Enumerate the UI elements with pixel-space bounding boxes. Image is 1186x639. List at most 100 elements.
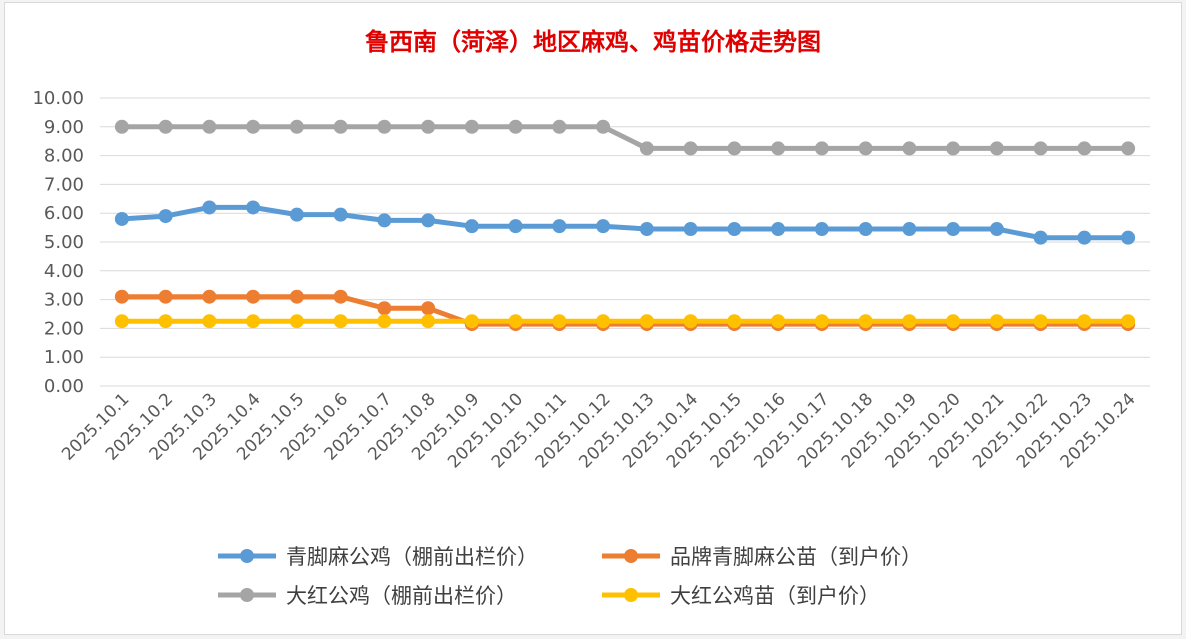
data-point [333, 314, 348, 329]
legend-entry: 品牌青脚麻公苗（到户价） [602, 545, 922, 569]
data-point [814, 222, 829, 237]
data-point [639, 314, 654, 329]
data-point [246, 200, 261, 215]
data-point [421, 213, 436, 228]
legend-marker [240, 549, 254, 563]
data-point [683, 222, 698, 237]
data-point [377, 119, 392, 134]
legend-entry: 大红公鸡苗（到户价） [602, 584, 880, 608]
data-point [596, 314, 611, 329]
data-point [946, 222, 961, 237]
data-point [1077, 314, 1092, 329]
data-point [289, 289, 304, 304]
data-point [202, 200, 217, 215]
data-point [989, 141, 1004, 156]
chart-area [4, 2, 1182, 635]
data-point [989, 222, 1004, 237]
y-tick-label: 4.00 [44, 261, 84, 282]
data-point [333, 119, 348, 134]
data-point [1033, 230, 1048, 245]
legend-label: 大红公鸡苗（到户价） [670, 584, 880, 608]
data-point [158, 119, 173, 134]
legend-entry: 大红公鸡（棚前出栏价） [218, 584, 517, 608]
data-point [114, 119, 129, 134]
data-point [508, 314, 523, 329]
legend-label: 品牌青脚麻公苗（到户价） [670, 545, 922, 569]
x-axis-ticks: 2025.10.12025.10.22025.10.32025.10.42025… [58, 389, 1140, 472]
data-point [333, 289, 348, 304]
data-point [464, 119, 479, 134]
y-tick-label: 8.00 [44, 146, 84, 167]
series-line [119, 294, 1131, 327]
data-point [377, 301, 392, 316]
data-point [158, 289, 173, 304]
data-point [727, 141, 742, 156]
data-point [421, 314, 436, 329]
data-point [771, 222, 786, 237]
series-4 [114, 314, 1136, 329]
series-layer [114, 119, 1136, 332]
data-point [1121, 230, 1136, 245]
data-point [989, 314, 1004, 329]
y-tick-label: 9.00 [44, 117, 84, 138]
data-point [289, 207, 304, 222]
data-point [202, 289, 217, 304]
series-1 [114, 200, 1136, 245]
y-tick-label: 2.00 [44, 318, 84, 339]
legend-marker [240, 588, 254, 602]
data-point [596, 219, 611, 234]
data-point [771, 314, 786, 329]
legend-label: 青脚麻公鸡（棚前出栏价） [286, 545, 538, 569]
data-point [727, 222, 742, 237]
data-point [858, 141, 873, 156]
data-point [289, 314, 304, 329]
data-point [902, 222, 917, 237]
data-point [727, 314, 742, 329]
data-point [114, 289, 129, 304]
legend-label: 大红公鸡（棚前出栏价） [286, 584, 517, 608]
data-point [1033, 141, 1048, 156]
y-tick-label: 0.00 [44, 376, 84, 397]
data-point [377, 213, 392, 228]
y-tick-label: 3.00 [44, 290, 84, 311]
data-point [246, 289, 261, 304]
data-point [771, 141, 786, 156]
data-point [1077, 141, 1092, 156]
data-point [552, 119, 567, 134]
data-point [508, 219, 523, 234]
data-point [552, 219, 567, 234]
data-point [552, 314, 567, 329]
y-tick-label: 1.00 [44, 347, 84, 368]
data-point [202, 119, 217, 134]
series-line [119, 124, 1131, 151]
chart-title: 鲁西南（菏泽）地区麻鸡、鸡苗价格走势图 [365, 27, 821, 56]
data-point [858, 222, 873, 237]
data-point [508, 119, 523, 134]
data-point [639, 222, 654, 237]
data-point [814, 141, 829, 156]
series-2 [114, 289, 1136, 332]
y-tick-label: 10.00 [32, 88, 84, 109]
y-tick-label: 7.00 [44, 174, 84, 195]
data-point [858, 314, 873, 329]
data-point [333, 207, 348, 222]
legend-marker [624, 549, 638, 563]
data-point [114, 211, 129, 226]
data-point [464, 219, 479, 234]
data-point [946, 314, 961, 329]
data-point [289, 119, 304, 134]
legend-marker [624, 588, 638, 602]
data-point [1077, 230, 1092, 245]
data-point [814, 314, 829, 329]
data-point [902, 141, 917, 156]
data-point [158, 209, 173, 224]
data-point [464, 314, 479, 329]
data-point [246, 314, 261, 329]
grid-lines [100, 97, 1150, 387]
series-3 [114, 119, 1136, 156]
legend: 青脚麻公鸡（棚前出栏价） 品牌青脚麻公苗（到户价） 大红公鸡（棚前出栏价） 大红公鸡苗… [218, 545, 922, 608]
data-point [1121, 314, 1136, 329]
data-point [377, 314, 392, 329]
data-point [114, 314, 129, 329]
